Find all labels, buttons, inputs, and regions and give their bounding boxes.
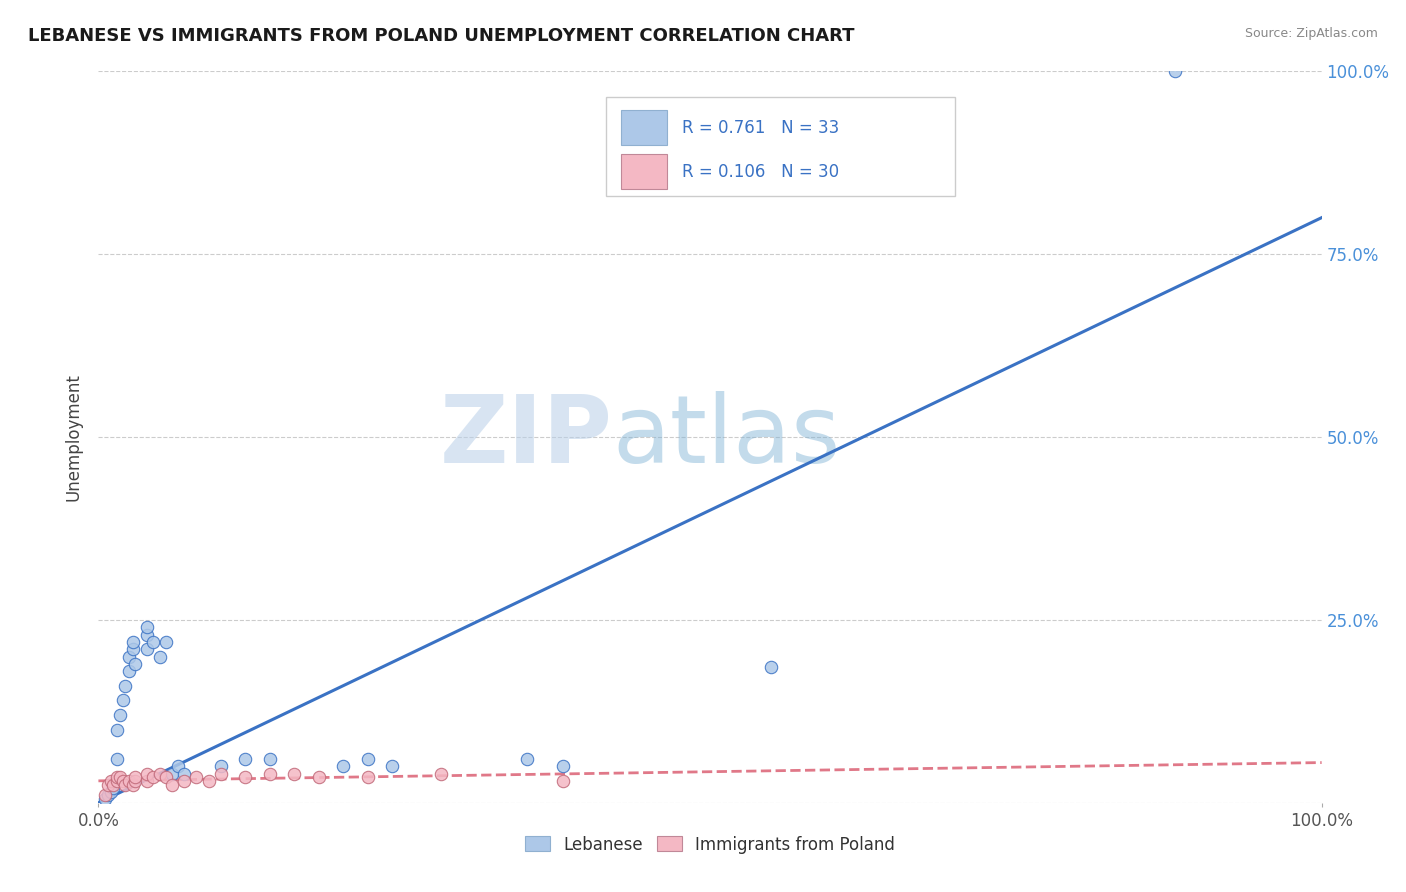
- Point: [100, 773, 122, 788]
- Point: [553, 773, 575, 788]
- Point: [356, 770, 378, 784]
- Point: [114, 777, 136, 792]
- Point: [167, 759, 190, 773]
- Point: [118, 773, 141, 788]
- Point: [430, 766, 453, 780]
- Point: [105, 773, 128, 788]
- Point: [515, 752, 537, 766]
- Point: [110, 708, 132, 723]
- Y-axis label: Unemployment: Unemployment: [65, 373, 83, 501]
- Point: [97, 777, 120, 792]
- Point: [149, 766, 172, 780]
- Point: [97, 789, 120, 803]
- FancyBboxPatch shape: [620, 110, 668, 145]
- Point: [105, 723, 128, 737]
- Point: [114, 679, 136, 693]
- Point: [136, 627, 159, 641]
- Point: [155, 635, 177, 649]
- Point: [283, 766, 305, 780]
- Point: [100, 785, 122, 799]
- Point: [118, 664, 141, 678]
- Text: ZIP: ZIP: [439, 391, 612, 483]
- Point: [121, 777, 143, 792]
- Point: [553, 759, 575, 773]
- Point: [155, 770, 177, 784]
- Point: [142, 635, 165, 649]
- Point: [101, 781, 124, 796]
- Point: [259, 752, 281, 766]
- Point: [209, 759, 232, 773]
- Point: [259, 766, 281, 780]
- FancyBboxPatch shape: [620, 154, 668, 189]
- Point: [1164, 64, 1187, 78]
- Point: [173, 773, 195, 788]
- Point: [308, 770, 330, 784]
- Point: [761, 660, 783, 674]
- Point: [381, 759, 404, 773]
- Point: [111, 773, 134, 788]
- Point: [233, 752, 256, 766]
- Text: R = 0.761   N = 33: R = 0.761 N = 33: [682, 119, 839, 136]
- Point: [149, 649, 172, 664]
- Point: [332, 759, 354, 773]
- Point: [160, 777, 183, 792]
- Text: Source: ZipAtlas.com: Source: ZipAtlas.com: [1244, 27, 1378, 40]
- Point: [142, 770, 165, 784]
- Point: [136, 773, 159, 788]
- Point: [105, 770, 128, 784]
- Point: [124, 657, 146, 671]
- Point: [118, 649, 141, 664]
- Point: [209, 766, 232, 780]
- Point: [136, 620, 159, 634]
- Point: [93, 789, 115, 803]
- Point: [233, 770, 256, 784]
- Point: [110, 770, 132, 784]
- Point: [136, 642, 159, 657]
- Point: [136, 766, 159, 780]
- Point: [121, 635, 143, 649]
- Point: [173, 766, 195, 780]
- Point: [111, 693, 134, 707]
- Point: [121, 642, 143, 657]
- Point: [124, 770, 146, 784]
- Text: atlas: atlas: [612, 391, 841, 483]
- FancyBboxPatch shape: [606, 97, 955, 195]
- Text: R = 0.106   N = 30: R = 0.106 N = 30: [682, 162, 839, 180]
- Point: [93, 792, 115, 806]
- Point: [124, 773, 146, 788]
- Point: [101, 777, 124, 792]
- Point: [105, 752, 128, 766]
- Point: [186, 770, 208, 784]
- Point: [160, 766, 183, 780]
- Text: LEBANESE VS IMMIGRANTS FROM POLAND UNEMPLOYMENT CORRELATION CHART: LEBANESE VS IMMIGRANTS FROM POLAND UNEMP…: [28, 27, 855, 45]
- Point: [356, 752, 378, 766]
- Point: [197, 773, 219, 788]
- Legend: Lebanese, Immigrants from Poland: Lebanese, Immigrants from Poland: [519, 829, 901, 860]
